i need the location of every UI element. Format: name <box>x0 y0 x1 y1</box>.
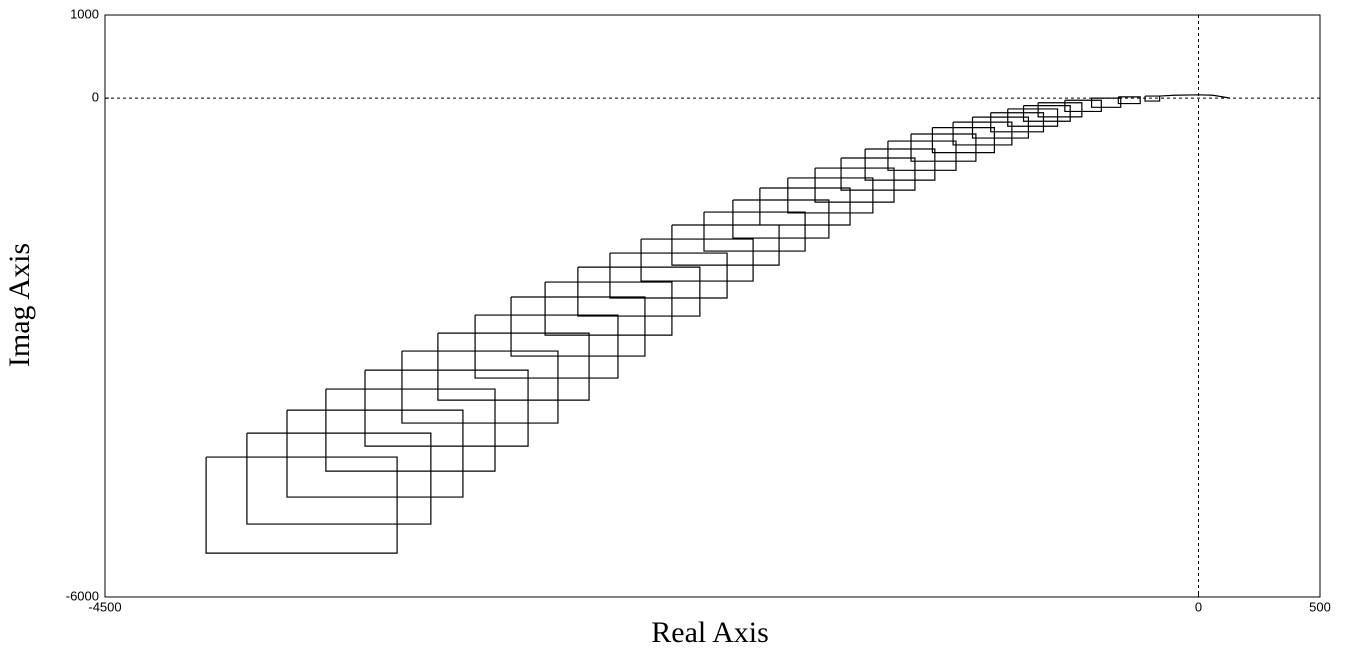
y-tick-label: 1000 <box>70 6 99 21</box>
x-tick-label: -4500 <box>88 599 121 614</box>
x-tick-label: 0 <box>1195 599 1202 614</box>
x-axis-title: Real Axis <box>651 616 769 649</box>
nyquist-curve <box>205 94 1231 554</box>
y-tick-label: -6000 <box>66 588 99 603</box>
plot-frame <box>104 14 1321 598</box>
y-tick-label: 0 <box>92 90 99 105</box>
y-axis-title: Imag Axis <box>3 243 36 367</box>
x-tick-label: 500 <box>1309 599 1331 614</box>
